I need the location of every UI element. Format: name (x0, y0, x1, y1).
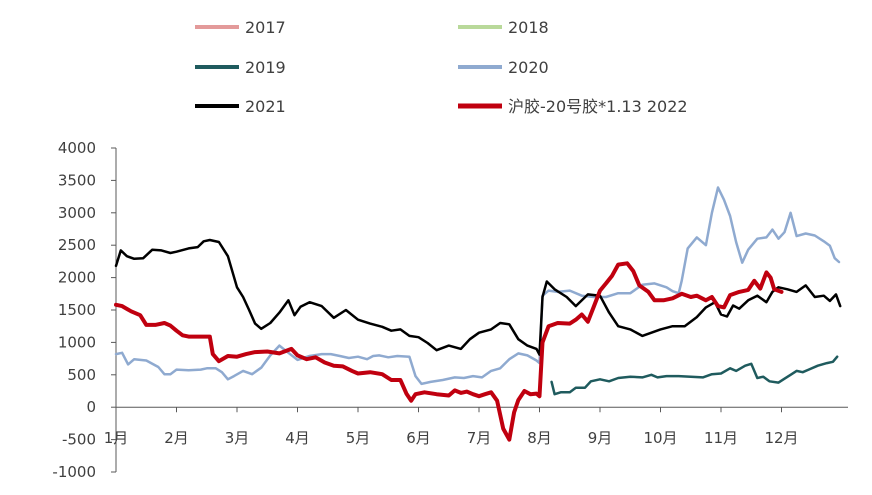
x-tick-label: 9月 (588, 429, 613, 447)
x-tick-label: 12月 (764, 429, 798, 447)
x-tick-label: 4月 (285, 429, 310, 447)
y-tick-label: -500 (62, 431, 96, 449)
y-tick-label: 0 (86, 398, 96, 416)
x-tick-label: 6月 (406, 429, 431, 447)
legend-label: 2020 (508, 58, 549, 77)
legend-label: 沪胶-20号胶*1.13 2022 (508, 97, 688, 116)
y-tick-label: 3500 (58, 171, 96, 189)
legend-label: 2019 (245, 58, 286, 77)
legend-label: 2021 (245, 97, 286, 116)
y-tick-label: 500 (67, 366, 96, 384)
x-tick-label: 10月 (643, 429, 677, 447)
x-tick-label: 1月 (104, 429, 129, 447)
series-line-2 (550, 355, 839, 396)
x-tick-label: 3月 (225, 429, 250, 447)
legend: 2017 2018 2019 2020 2021 沪胶-20号胶*1.13 2022 (195, 18, 688, 116)
y-tick-label: 2000 (58, 269, 96, 287)
plot-area (114, 186, 842, 442)
x-tick-label: 7月 (467, 429, 492, 447)
x-axis: 1月 2月 3月 4月 5月 6月 7月 8月 9月 10月 11月 12月 (104, 406, 848, 447)
y-tick-label: -1000 (52, 463, 96, 481)
y-tick-label: 2500 (58, 236, 96, 254)
series-line-4 (114, 238, 842, 356)
series-line-5 (114, 261, 784, 442)
y-tick-label: 4000 (58, 139, 96, 157)
x-tick-label: 8月 (527, 429, 552, 447)
series-line-3 (114, 186, 841, 386)
y-tick-label: 1500 (58, 301, 96, 319)
x-tick-label: 2月 (164, 429, 189, 447)
x-tick-label: 5月 (346, 429, 371, 447)
x-tick-label: 11月 (704, 429, 738, 447)
y-tick-label: 3000 (58, 204, 96, 222)
legend-label: 2017 (245, 18, 286, 37)
y-axis: 4000 3500 3000 2500 2000 1500 1000 500 0 -500 -100… (52, 139, 117, 481)
y-tick-label: 1000 (58, 333, 96, 351)
legend-label: 2018 (508, 18, 549, 37)
